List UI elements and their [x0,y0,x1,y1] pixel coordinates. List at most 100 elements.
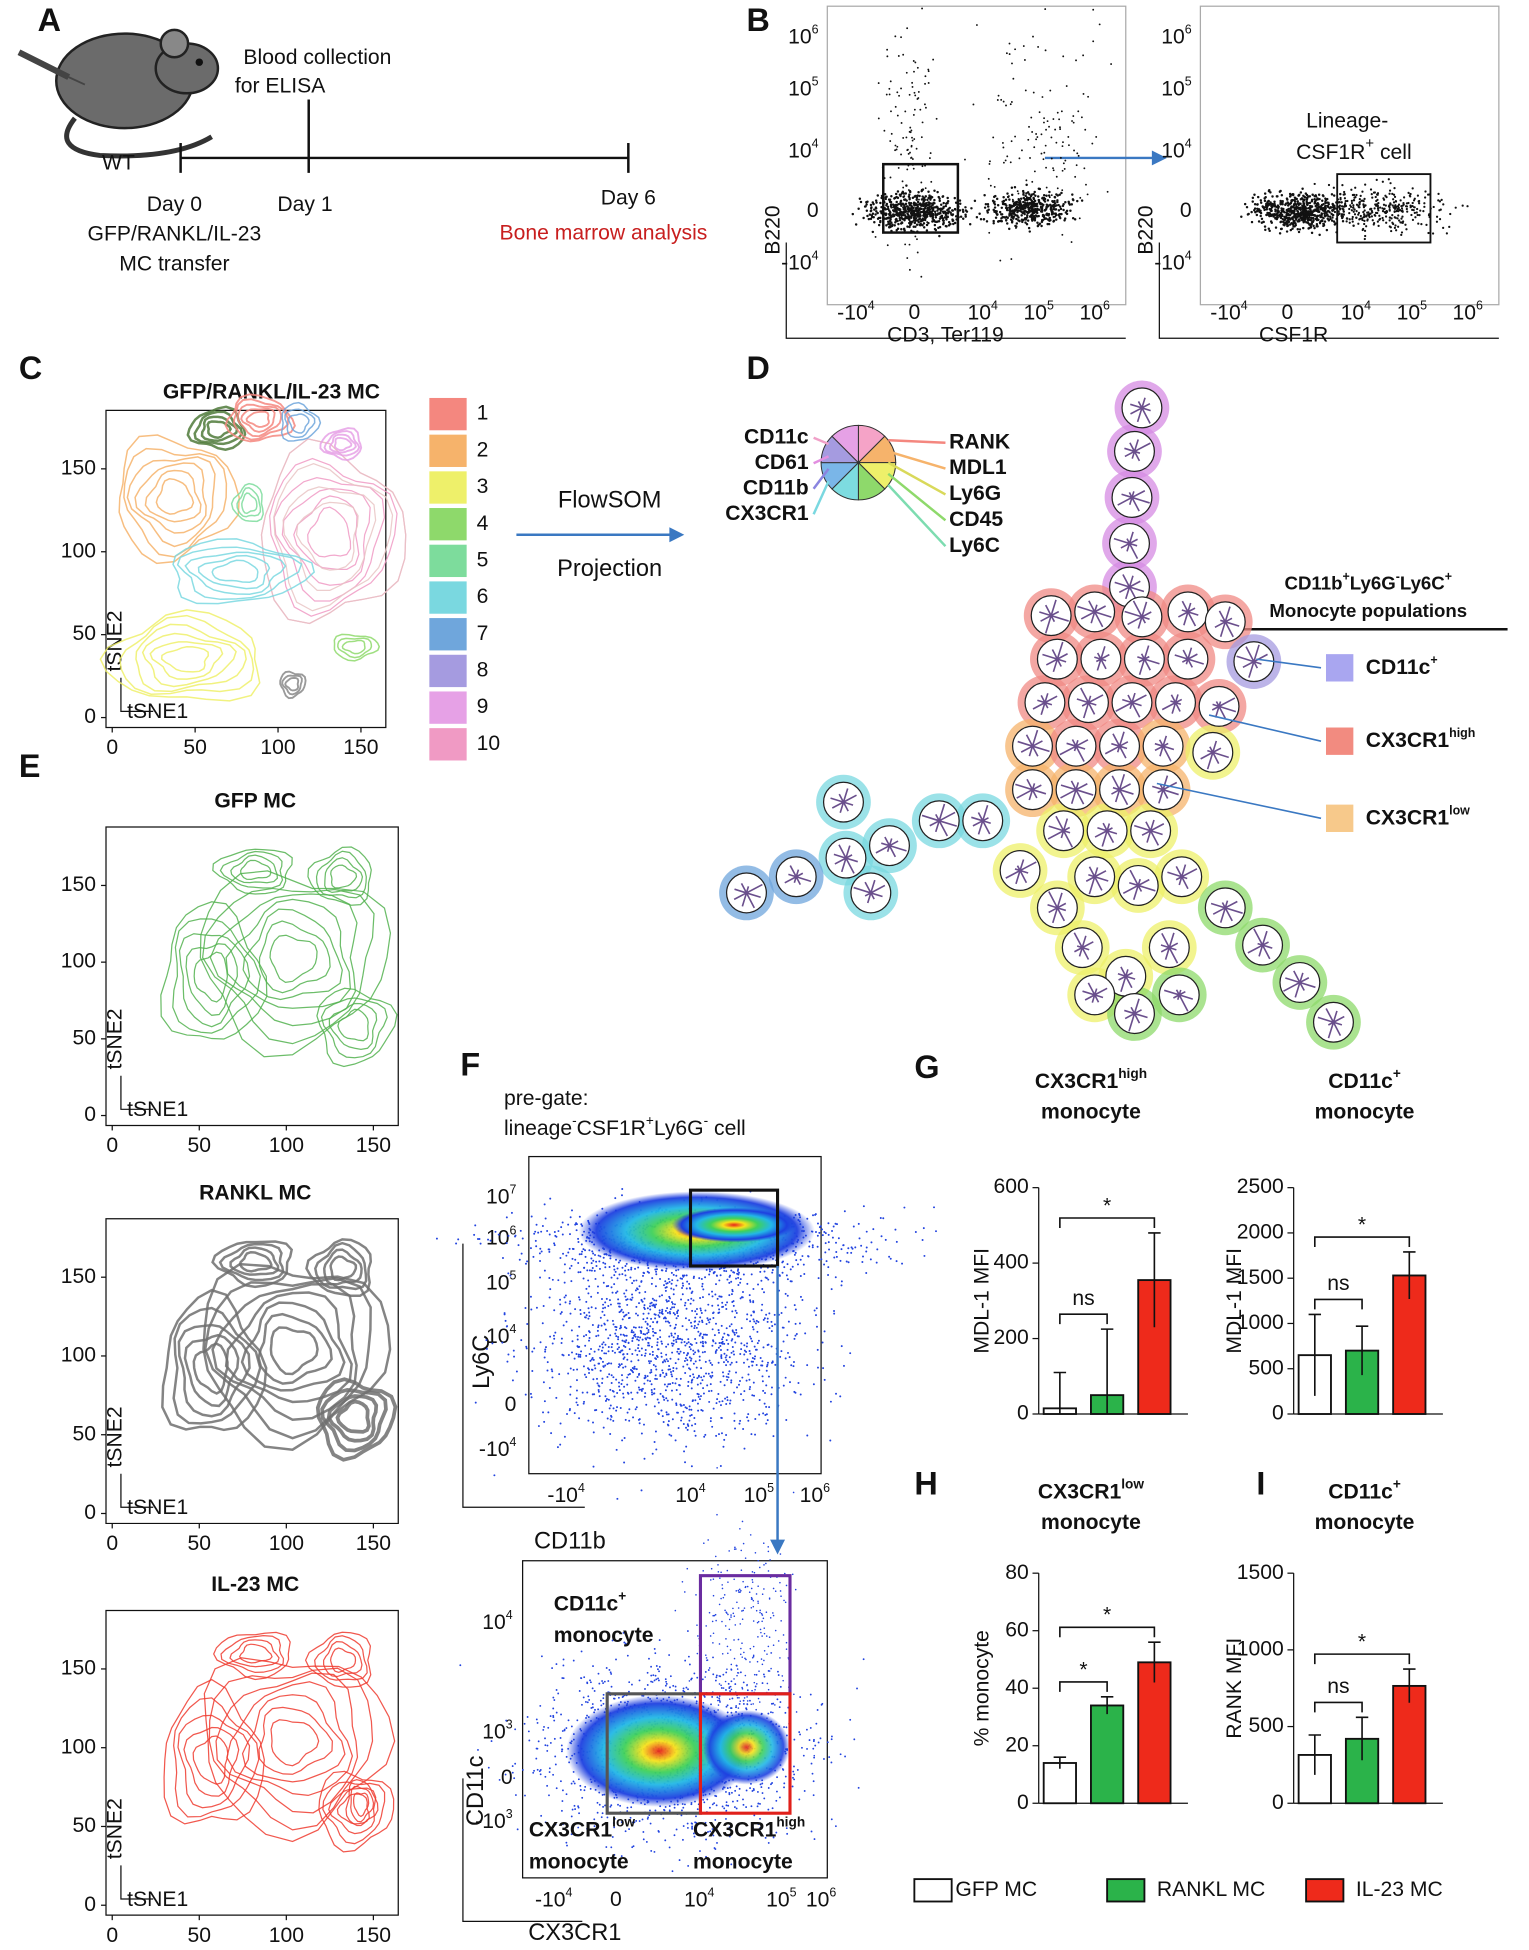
superscript: 4 [812,249,819,263]
contour [287,413,310,434]
legend-label: IL-23 MC [1356,1878,1443,1901]
node-glyph [1124,600,1152,629]
contour [211,1240,294,1289]
text-part: Ly6G [1350,572,1396,593]
cluster-label: 1 [477,402,489,425]
x-tick-label: 105 [744,1481,775,1506]
contour [350,1785,375,1823]
method-label: FlowSOM [558,487,662,513]
text-part: lineage [504,1117,572,1140]
contour [281,487,371,586]
legend-label: RANKL MC [1157,1878,1265,1901]
text-part: CD11c [554,1592,619,1615]
y-axis-label: MDL-1 MFI [970,1248,993,1354]
cluster-swatch [429,691,467,724]
contour [307,846,372,906]
gate-label: monocyte [554,1624,654,1647]
axis-label: tSNE1 [127,1098,188,1121]
y-tick-label: 2500 [1237,1175,1284,1198]
text-part: 10 [1341,301,1365,324]
x-tick-label: -104 [547,1481,585,1506]
y-tick-label: 103 [482,1718,513,1743]
plot-title: GFP/RANKL/IL-23 MC [163,381,380,404]
population-title: Monocyte populations [1269,600,1467,621]
legend-label: GFP MC [955,1878,1037,1901]
superscript: 4 [506,1608,513,1622]
contour [141,632,237,688]
x-tick-label: -104 [837,299,875,324]
cluster-swatch [429,654,467,688]
contour [328,1787,377,1835]
superscript: 4 [991,299,998,313]
plot-frame [826,5,1127,306]
contour [337,1008,369,1042]
contour [193,951,229,1003]
marker-label: CD11c [744,425,809,448]
node-glyph [875,836,907,858]
text-part: CX3CR1 [1366,806,1450,829]
method-label: Projection [557,556,662,582]
superscript: 7 [509,1183,516,1197]
axis-label: CD11c [463,1755,489,1826]
contour [295,501,359,571]
y-tick-label: 500 [1248,1714,1283,1737]
contour [322,1781,386,1845]
superscript: + [1365,135,1374,152]
text-part: 10 [486,1271,510,1294]
contour [330,864,358,889]
axis-label: tSNE2 [104,610,127,671]
plot-frame [528,1155,822,1475]
leader-line [887,450,946,470]
significance-bracket [1313,1653,1411,1665]
panel-letter: E [19,748,41,784]
contour [323,1640,363,1678]
event-cloud [851,184,981,238]
pie-legend-wedge [831,424,859,464]
text-part: cell [1374,141,1412,164]
x-tick-label: 100 [269,1134,304,1157]
panel-letter: F [460,1047,480,1083]
x-tick-label: 106 [800,1481,831,1506]
contour [236,486,262,518]
error-bar [1308,1734,1322,1775]
cluster-swatch [429,728,467,761]
contour [284,408,316,439]
x-tick-label: 105 [1024,299,1055,324]
text-part: -10 [535,1888,566,1911]
cluster-label: 3 [477,475,489,498]
y-tick-label: 2000 [1237,1221,1284,1244]
contour [258,1706,333,1775]
contour [305,1238,373,1297]
arrow-head [770,1539,786,1555]
contour [184,551,287,595]
cluster-label: 7 [477,622,489,645]
contour [320,1387,388,1453]
x-tick-label: 0 [1282,301,1294,324]
leader-line [812,480,830,515]
leader-line [813,436,830,446]
text-part: -10 [547,1484,578,1507]
panel-letter: H [914,1466,937,1502]
y-tick-label: 1000 [1237,1637,1284,1660]
text-part: CD11c [1366,655,1431,678]
contour [279,670,307,700]
text-part: 10 [1397,301,1421,324]
contour [200,415,239,442]
density [671,1207,797,1243]
text-part: 10 [486,1324,510,1347]
significance-bracket [1059,1626,1156,1638]
text-part: -10 [1154,251,1185,274]
contour [328,433,357,454]
contour [176,546,303,601]
pointer-line [1208,714,1322,742]
chart-title: monocyte [1315,1101,1415,1124]
y-tick-label: 105 [1161,75,1192,100]
mouse-ear [159,28,190,59]
superscript: low [1121,1476,1144,1491]
contour [307,506,352,558]
node-glyph [1117,490,1150,512]
x-tick-label: 104 [684,1886,714,1911]
contour [201,887,375,1045]
node-glyph [1115,692,1147,718]
node-glyph [1059,739,1089,762]
